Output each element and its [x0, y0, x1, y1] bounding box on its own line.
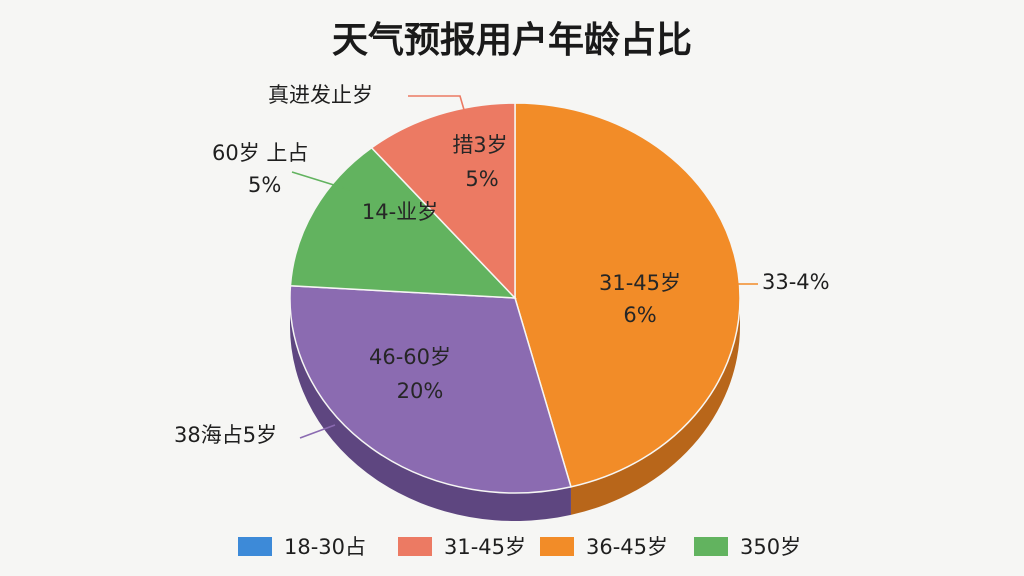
- slice-label-d: 措3岁: [452, 133, 507, 157]
- legend-swatch: [694, 537, 728, 556]
- pie-slice-side-a: [570, 298, 740, 515]
- leader-line-c: [291, 171, 351, 191]
- outer-label-b: 38海占5岁: [174, 423, 277, 447]
- outer-percent-c: 5%: [248, 173, 281, 197]
- outer-label-a: 33-4%: [762, 270, 830, 294]
- legend-label: 31-45岁: [444, 535, 526, 559]
- slice-label-b: 46-60岁: [369, 345, 451, 369]
- outer-label-c: 60岁 上占: [212, 141, 308, 165]
- slice-label-a: 31-45岁: [599, 271, 681, 295]
- slice-percent-a: 6%: [623, 303, 656, 327]
- legend-label: 18-30占: [284, 535, 366, 559]
- pie-slice-b: [289, 284, 572, 494]
- legend-swatch: [238, 537, 272, 556]
- legend-label: 350岁: [740, 535, 801, 559]
- slice-percent-d: 5%: [465, 167, 498, 191]
- slice-label-c: 14-业岁: [362, 200, 438, 224]
- legend-swatch: [540, 537, 574, 556]
- slice-percent-b: 20%: [397, 379, 444, 403]
- pie-slice-d: [370, 102, 516, 300]
- legend-label: 36-45岁: [586, 535, 668, 559]
- outer-label-d: 真进发止岁: [268, 83, 373, 107]
- pie-slice-a: [514, 102, 741, 488]
- pie-slice-side-b: [290, 298, 571, 521]
- leader-line-d: [408, 95, 468, 121]
- pie-slice-c: [289, 146, 517, 299]
- legend-swatch: [398, 537, 432, 556]
- chart-title: 天气预报用户年龄占比: [332, 20, 692, 61]
- leader-line-b: [299, 424, 336, 439]
